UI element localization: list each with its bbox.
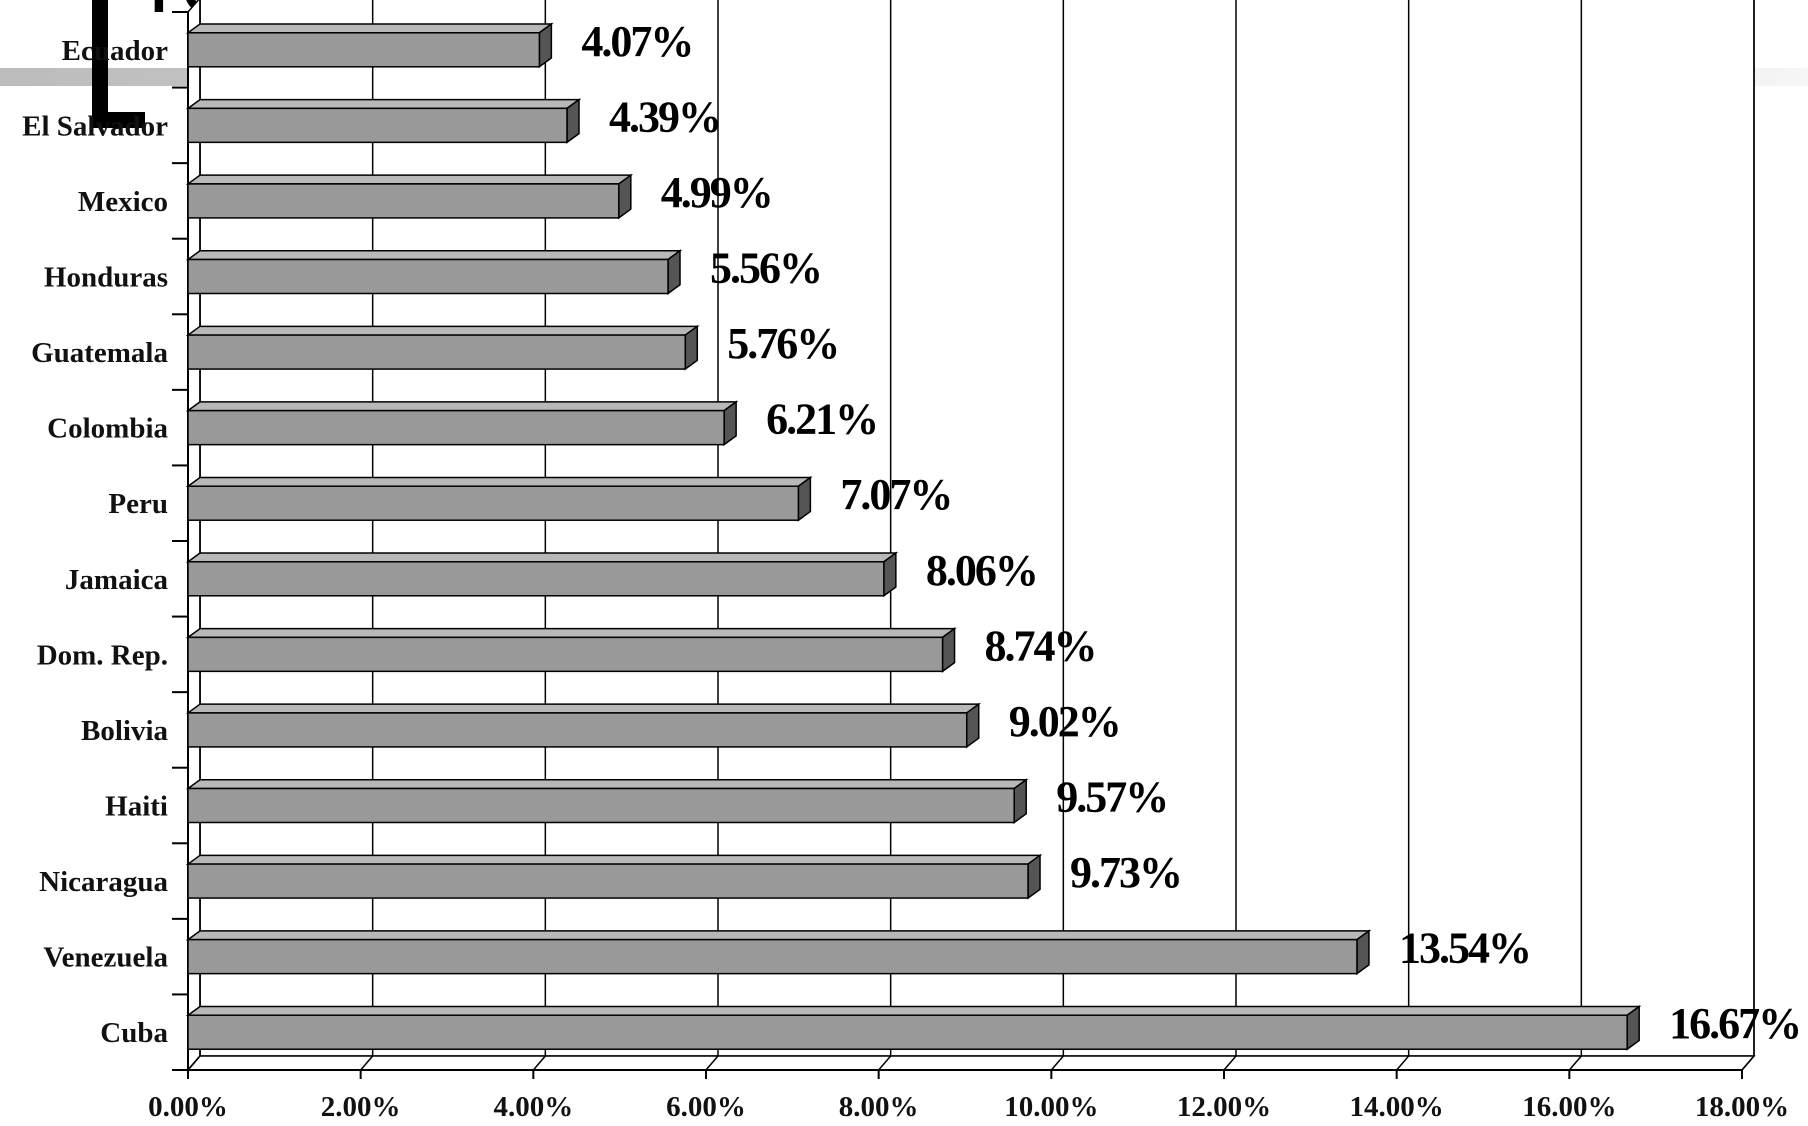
data-label: 16.67% (1669, 999, 1800, 1048)
bar-front (187, 1014, 1628, 1050)
bar-top (185, 174, 634, 185)
floor-gridline (705, 1055, 719, 1071)
x-tick-label: 2.00% (321, 1091, 401, 1123)
bar (185, 929, 1372, 976)
floor-gridline (187, 1055, 201, 1071)
bar-front (187, 183, 620, 219)
left-bracket (92, 0, 145, 128)
x-tick-label: 8.00% (839, 1091, 919, 1123)
bar-top (185, 930, 1372, 941)
x-tick-label: 18.00% (1695, 1091, 1789, 1123)
bar-top (185, 250, 683, 261)
bar (185, 22, 554, 69)
bar-top (185, 854, 1043, 865)
floor-gridline (1050, 1055, 1064, 1071)
floor-gridline (1568, 1055, 1582, 1071)
data-label: 8.74% (985, 621, 1096, 670)
bar (185, 1004, 1642, 1051)
category-label: Dom. Rep. (37, 639, 168, 671)
bar (185, 475, 813, 522)
data-label: 4.07% (581, 17, 692, 66)
data-label: 5.56% (710, 244, 821, 293)
data-label: 4.99% (661, 168, 772, 217)
bar (185, 627, 957, 673)
bar-top (185, 325, 700, 336)
data-label: 9.73% (1070, 848, 1181, 897)
category-label: Mexico (78, 186, 168, 218)
bar-top (185, 476, 813, 487)
data-label: 8.06% (926, 546, 1037, 595)
bar-front (187, 107, 568, 144)
bar (185, 249, 683, 295)
x-tick-label: 10.00% (1004, 1091, 1098, 1123)
data-label: 9.57% (1056, 773, 1167, 822)
x-tick-label: 6.00% (666, 1091, 746, 1123)
x-tick-label: 14.00% (1350, 1091, 1444, 1123)
bar-top (185, 779, 1029, 790)
bar-top (185, 552, 899, 563)
bar (185, 400, 739, 447)
x-tick-label: 4.00% (493, 1091, 573, 1123)
bar-top (185, 401, 739, 412)
bar-top (185, 627, 957, 639)
data-label: 5.76% (727, 319, 838, 368)
bar-top (185, 98, 582, 110)
floor-gridline (1396, 1055, 1410, 1071)
category-label: Cuba (100, 1017, 168, 1049)
bar-front (187, 863, 1029, 899)
bar (185, 173, 634, 220)
floor-gridline (1741, 1055, 1755, 1071)
category-label: Nicaragua (39, 866, 168, 898)
floor-gridline (878, 1055, 892, 1071)
bar-front (187, 409, 725, 446)
category-label: Bolivia (81, 715, 169, 747)
x-tick-label: 12.00% (1177, 1091, 1271, 1123)
data-label: 9.02% (1009, 697, 1120, 746)
bar-front (187, 712, 968, 748)
bar-front (187, 485, 800, 521)
floor (186, 1055, 1756, 1071)
bar-front (187, 561, 885, 597)
category-label: Haiti (105, 791, 168, 823)
floor-gridline (532, 1055, 546, 1071)
x-tick-label: 0.00% (148, 1091, 228, 1123)
bar-top (185, 703, 982, 714)
bar-top (185, 1005, 1642, 1016)
floor-gridline (360, 1055, 374, 1071)
category-label: Venezuela (43, 942, 168, 974)
category-label: Guatemala (31, 337, 168, 369)
category-label: Peru (108, 488, 168, 520)
bar (185, 324, 700, 371)
data-label: 6.21% (766, 395, 877, 444)
bar-front (187, 258, 669, 295)
category-label: Colombia (47, 413, 168, 445)
category-label: Honduras (44, 262, 168, 294)
bar (185, 853, 1043, 900)
bar-front (187, 938, 1358, 975)
bar-front (187, 334, 687, 370)
bar-front (187, 32, 541, 68)
bar-front (187, 636, 944, 673)
bar (185, 98, 582, 144)
category-label: El Salvador (22, 110, 168, 142)
bar (185, 551, 899, 598)
plot-area: 0.00% 2.00% 4.00% 6.00% 8.00% 10.00% 12.00% 14.… (22, 0, 1802, 1123)
x-tick-label: 16.00% (1522, 1091, 1616, 1123)
floor-gridline (1223, 1055, 1237, 1071)
data-label: 7.07% (840, 470, 951, 519)
category-label: Jamaica (65, 564, 169, 596)
bar-front (187, 787, 1015, 824)
data-label: 4.39% (609, 92, 720, 141)
bar (185, 702, 982, 749)
bar-top (185, 23, 554, 34)
category-label: Ecuador (62, 35, 168, 67)
bar (185, 778, 1029, 824)
side-wall (187, 0, 201, 1073)
data-label: 13.54% (1399, 924, 1530, 973)
